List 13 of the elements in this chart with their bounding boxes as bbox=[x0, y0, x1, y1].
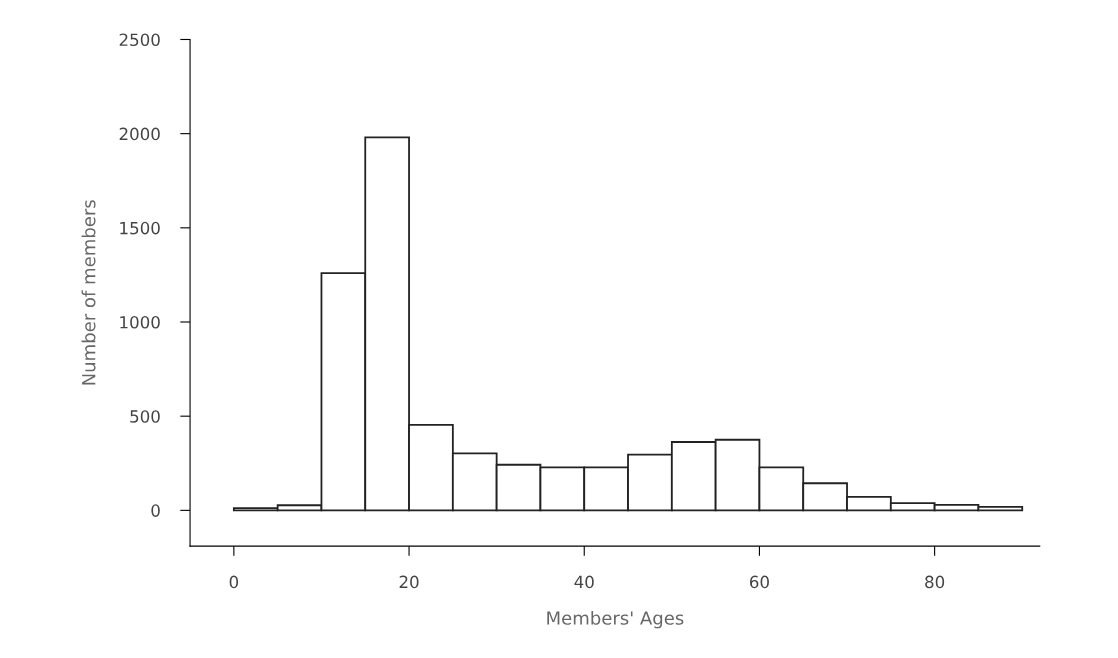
x-tick-label: 80 bbox=[925, 575, 945, 589]
y-tick-label: 2500 bbox=[119, 33, 160, 47]
y-tick-label: 1500 bbox=[120, 221, 160, 235]
x-tick-label: 40 bbox=[574, 575, 594, 589]
y-tick-label: 0 bbox=[151, 504, 160, 517]
x-tick-label: 20 bbox=[399, 575, 419, 589]
y-axis-title: Number of members bbox=[81, 200, 96, 385]
y-tick-label: 500 bbox=[130, 410, 160, 423]
x-tick-label: 60 bbox=[749, 575, 769, 589]
x-axis-title: Members' Ages bbox=[547, 610, 684, 629]
y-tick-label: 1000 bbox=[120, 315, 160, 329]
x-tick-label: 0 bbox=[229, 575, 239, 589]
y-tick-label: 2000 bbox=[119, 127, 160, 141]
